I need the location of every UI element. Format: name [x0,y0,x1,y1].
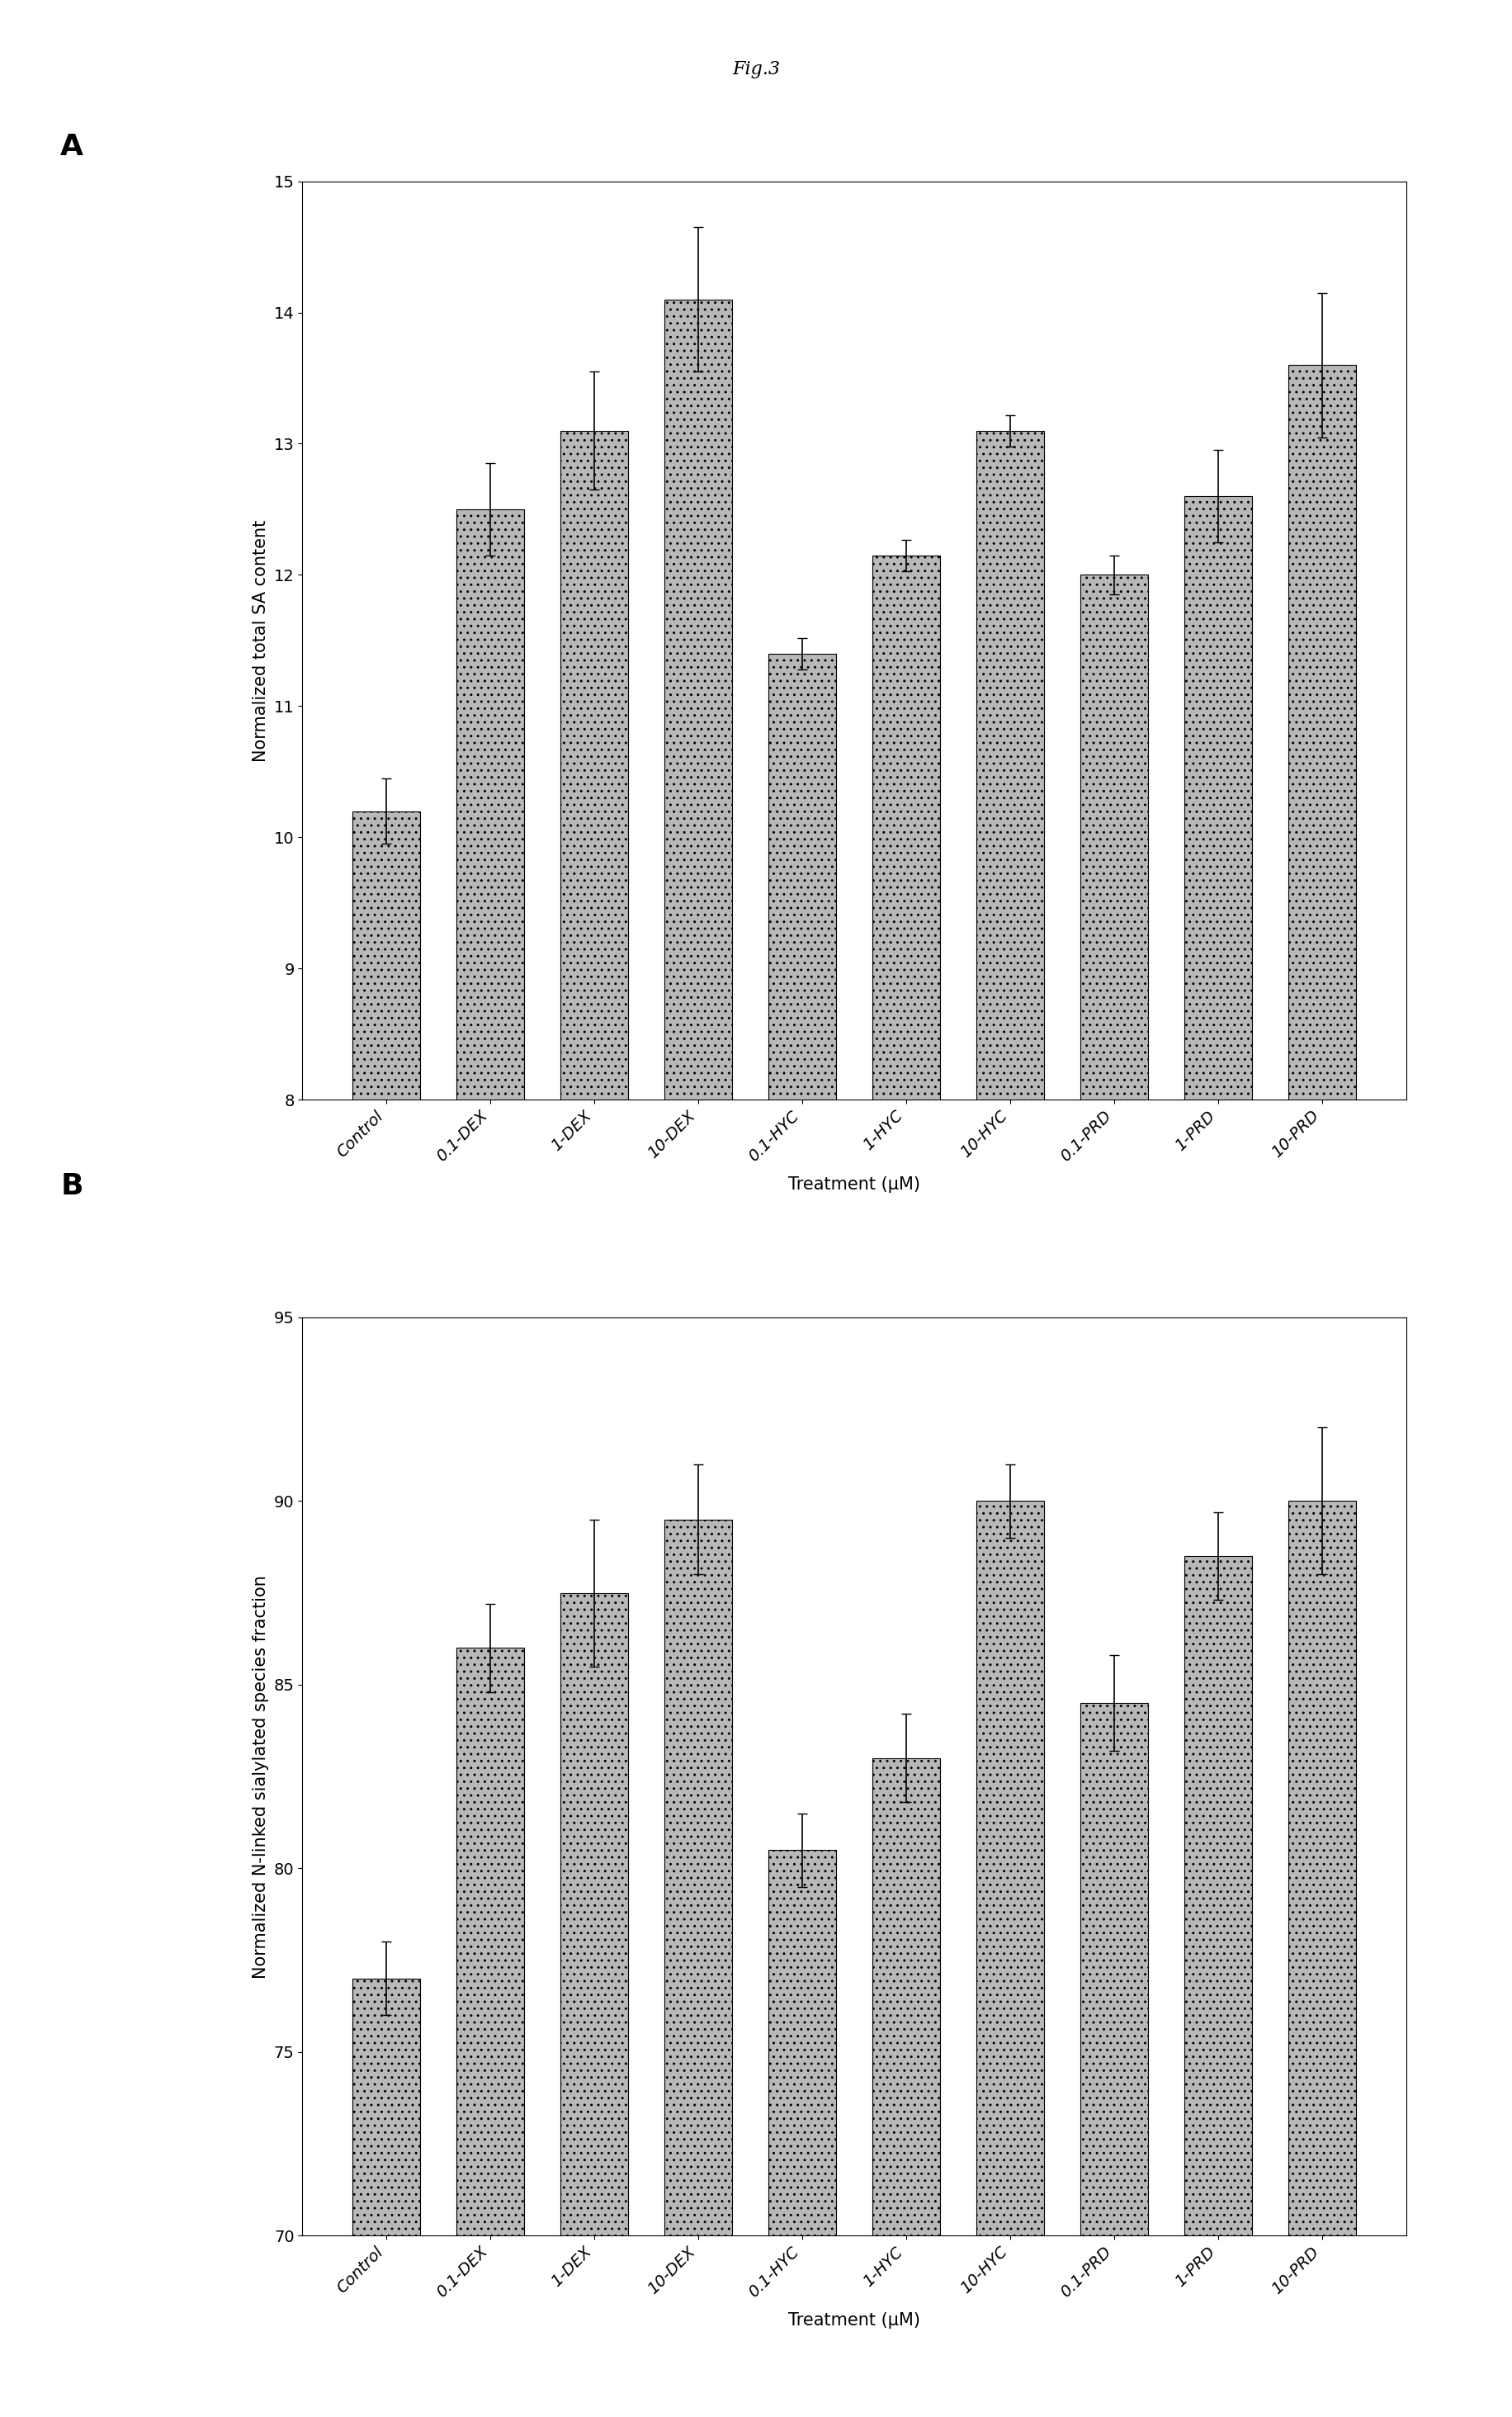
Bar [872,556,940,2149]
Bar [1184,495,1252,2149]
Text: A: A [60,133,83,162]
Bar [1184,1557,1252,2417]
Bar [561,430,627,2149]
Bar [768,653,836,2149]
Y-axis label: Normalized total SA content: Normalized total SA content [253,520,269,761]
Bar [872,1757,940,2417]
Bar [561,1593,627,2417]
Y-axis label: Normalized N-linked sialylated species fraction: Normalized N-linked sialylated species f… [253,1576,269,1977]
Bar [664,300,732,2149]
Bar [1288,365,1356,2149]
Bar [1288,1501,1356,2417]
Bar [768,1849,836,2417]
X-axis label: Treatment (μM): Treatment (μM) [788,1177,921,1194]
Bar [457,1648,525,2417]
Bar [352,1980,420,2417]
Text: Fig.3: Fig.3 [732,60,780,80]
Bar [664,1520,732,2417]
Bar [1081,575,1148,2149]
X-axis label: Treatment (μM): Treatment (μM) [788,2313,921,2330]
Bar [1081,1704,1148,2417]
Bar [457,510,525,2149]
Bar [352,812,420,2149]
Text: B: B [60,1172,83,1201]
Bar [977,430,1045,2149]
Bar [977,1501,1045,2417]
